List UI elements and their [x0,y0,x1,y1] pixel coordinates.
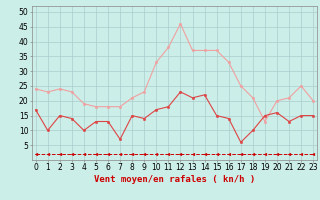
X-axis label: Vent moyen/en rafales ( kn/h ): Vent moyen/en rafales ( kn/h ) [94,175,255,184]
